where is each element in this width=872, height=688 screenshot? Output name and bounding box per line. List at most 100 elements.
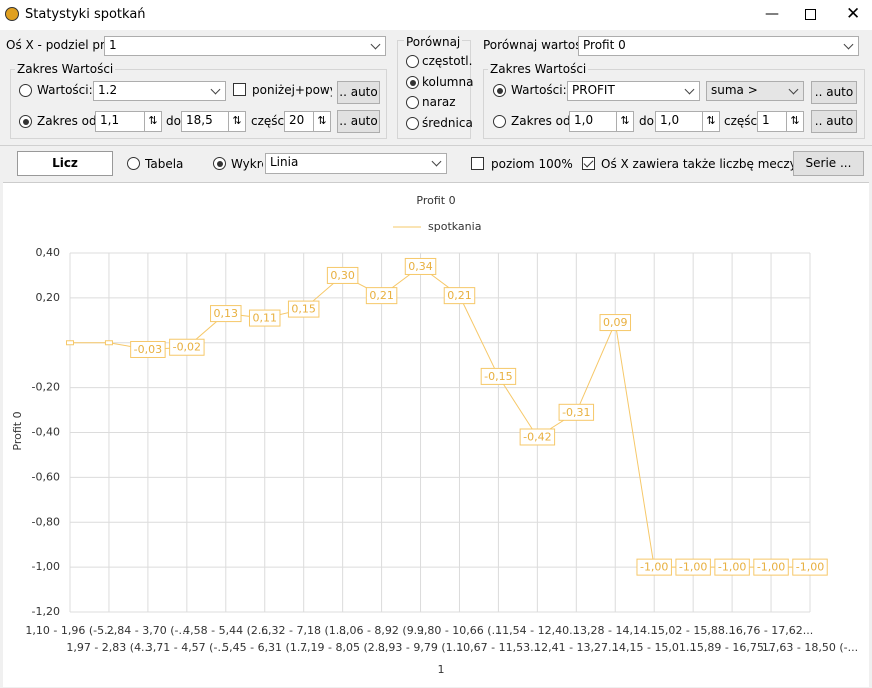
data-point: -1,00 bbox=[753, 558, 789, 576]
point-label-box bbox=[480, 367, 517, 385]
maximize-button[interactable] bbox=[805, 9, 816, 20]
label: Wykres bbox=[231, 157, 263, 171]
x-tick-label: 12,41 - 13,27... bbox=[534, 641, 618, 654]
spin-value: 18,5 bbox=[186, 113, 213, 127]
data-point: -0,15 bbox=[480, 367, 517, 385]
checkbox[interactable] bbox=[471, 157, 484, 170]
x-tick-label: 9,80 - 10,66 (... bbox=[417, 624, 502, 637]
data-label: 0,21 bbox=[447, 289, 472, 302]
dropdown[interactable]: PROFIT bbox=[567, 81, 700, 101]
point-label-box bbox=[130, 340, 166, 358]
x-tick-label: 8,93 - 9,79 (1... bbox=[378, 641, 463, 654]
checkbox[interactable] bbox=[582, 157, 595, 170]
data-label: 0,34 bbox=[408, 260, 433, 273]
label: naraz bbox=[422, 95, 456, 109]
data-label: -0,31 bbox=[562, 406, 590, 419]
radio[interactable] bbox=[19, 84, 32, 97]
spin-box[interactable]: 18,5 bbox=[181, 111, 246, 132]
group-title: Porównaj bbox=[404, 35, 463, 49]
data-point: -1,00 bbox=[675, 558, 711, 576]
radio[interactable] bbox=[406, 55, 419, 68]
label: części bbox=[724, 114, 761, 128]
dropdown[interactable]: 1.2 bbox=[93, 81, 226, 101]
dropdown[interactable]: suma > bbox=[706, 81, 804, 101]
spin-box[interactable]: 1,0 bbox=[655, 111, 720, 132]
point-label-box bbox=[443, 287, 476, 305]
x-axis-title: 1 bbox=[438, 663, 445, 676]
button-text: .. auto bbox=[339, 85, 378, 99]
label: do bbox=[639, 114, 654, 128]
x-tick-label: 3,71 - 4,57 (-... bbox=[146, 641, 228, 654]
button[interactable]: .. auto bbox=[337, 81, 380, 104]
dropdown[interactable]: Linia bbox=[265, 153, 447, 174]
point-label-box bbox=[636, 558, 672, 576]
spin-value: 1,1 bbox=[100, 113, 120, 127]
dropdown[interactable]: 1 bbox=[104, 36, 386, 56]
button-text: Licz bbox=[52, 156, 78, 170]
y-axis-title: Profit 0 bbox=[11, 411, 24, 450]
x-tick-label: 11,54 - 12,40... bbox=[495, 624, 579, 637]
spin-box[interactable]: 20 bbox=[284, 111, 331, 132]
x-tick-label: 17,63 - 18,50 (-... bbox=[762, 641, 858, 654]
checkbox[interactable] bbox=[233, 83, 246, 96]
label: Wartości: bbox=[37, 83, 93, 97]
y-tick-label: 0,40 bbox=[36, 246, 61, 259]
close-button[interactable]: ✕ bbox=[846, 4, 861, 24]
button[interactable]: .. auto bbox=[811, 110, 857, 133]
separator bbox=[0, 145, 872, 146]
label: Oś X - podziel przez bbox=[6, 38, 104, 52]
group-box bbox=[483, 69, 865, 139]
point-label-box bbox=[792, 558, 828, 576]
data-label: 0,30 bbox=[330, 269, 355, 282]
point-label-box bbox=[210, 305, 242, 323]
spin-box[interactable]: 1,1 bbox=[95, 111, 162, 132]
x-tick-label: 7,19 - 8,05 (2... bbox=[300, 641, 385, 654]
label: częstotl. bbox=[422, 54, 473, 68]
group-box bbox=[10, 69, 387, 139]
radio[interactable] bbox=[493, 84, 506, 97]
radio[interactable] bbox=[493, 115, 506, 128]
radio[interactable] bbox=[406, 76, 419, 89]
data-label: 0,13 bbox=[214, 307, 239, 320]
data-label: 0,15 bbox=[291, 303, 316, 316]
data-point: -0,02 bbox=[169, 338, 205, 356]
label: części bbox=[251, 114, 288, 128]
y-tick-label: 0,20 bbox=[36, 291, 61, 304]
data-label: 0,11 bbox=[252, 312, 277, 325]
chart-title: Profit 0 bbox=[416, 194, 455, 207]
radio[interactable] bbox=[19, 115, 32, 128]
data-label: -1,00 bbox=[718, 561, 746, 574]
minimize-button[interactable]: — bbox=[765, 6, 779, 22]
data-point bbox=[104, 340, 113, 346]
data-label: -0,42 bbox=[523, 430, 551, 443]
data-label: -1,00 bbox=[757, 561, 785, 574]
radio[interactable] bbox=[127, 157, 140, 170]
button-text: .. auto bbox=[814, 114, 854, 128]
data-label: 0,09 bbox=[603, 316, 628, 329]
y-tick-label: -0,60 bbox=[32, 470, 60, 483]
x-tick-label: 15,89 - 16,75... bbox=[690, 641, 774, 654]
point-label-box bbox=[326, 266, 359, 284]
dropdown-value: Linia bbox=[270, 155, 299, 169]
data-point bbox=[66, 340, 74, 346]
spin-box[interactable]: 1 bbox=[757, 111, 804, 132]
radio[interactable] bbox=[406, 96, 419, 109]
x-tick-label: 16,76 - 17,62... bbox=[729, 624, 813, 637]
dropdown[interactable]: Profit 0 bbox=[578, 36, 859, 56]
button[interactable]: Serie ... bbox=[793, 151, 864, 176]
radio[interactable] bbox=[213, 157, 226, 170]
data-label: -0,03 bbox=[134, 343, 162, 356]
button[interactable]: Licz bbox=[17, 151, 113, 176]
point-label-box bbox=[287, 300, 320, 318]
radio[interactable] bbox=[406, 117, 419, 130]
button-text: .. auto bbox=[339, 114, 378, 128]
x-tick-label: 2,84 - 3,70 (-... bbox=[107, 624, 189, 637]
label: Tabela bbox=[145, 157, 184, 171]
point-label-box bbox=[365, 287, 398, 305]
y-tick-label: -1,20 bbox=[32, 605, 60, 618]
dropdown-value: suma > bbox=[711, 83, 758, 97]
button[interactable]: .. auto bbox=[337, 110, 380, 133]
spin-box[interactable]: 1,0 bbox=[569, 111, 634, 132]
button[interactable]: .. auto bbox=[811, 81, 857, 104]
x-tick-label: 5,45 - 6,31 (1... bbox=[222, 641, 307, 654]
